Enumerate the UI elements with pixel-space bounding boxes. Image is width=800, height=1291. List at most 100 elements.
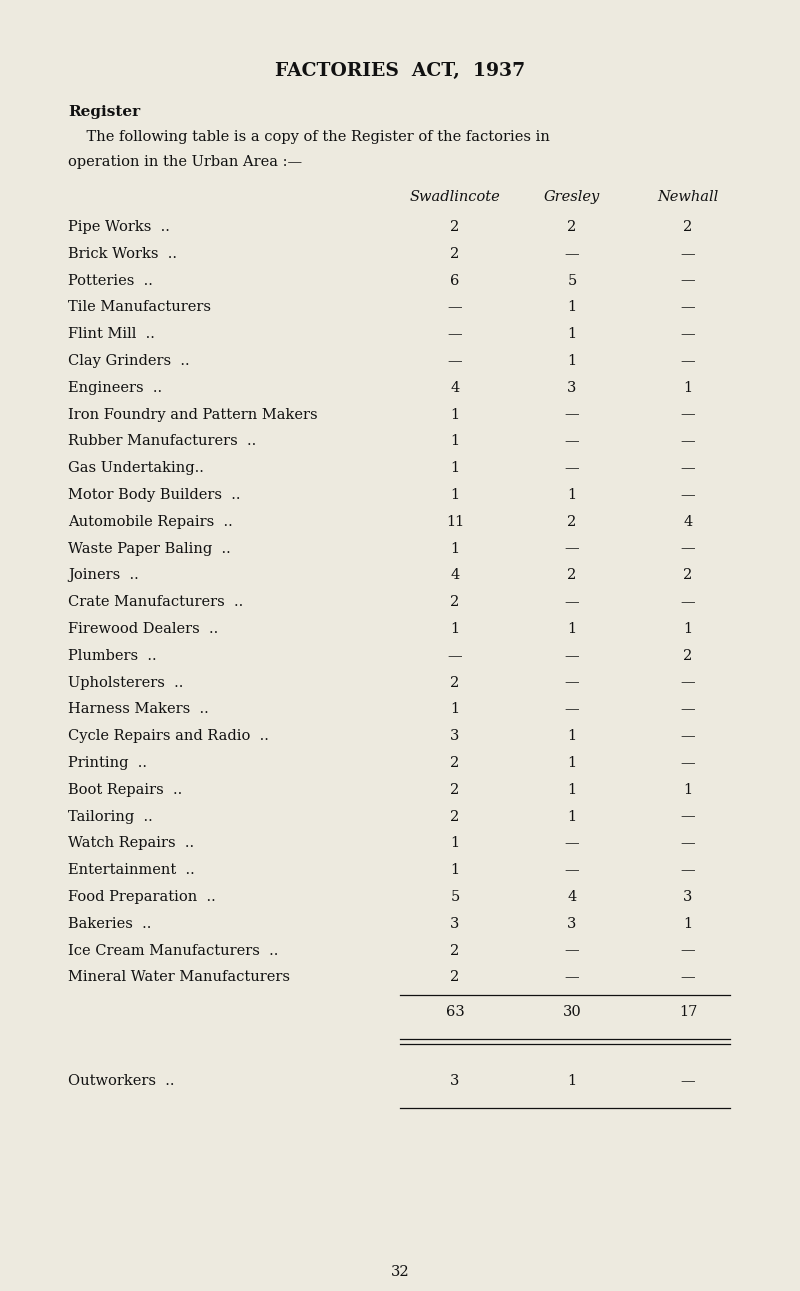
Text: 1: 1 (683, 381, 693, 395)
Text: —: — (448, 649, 462, 662)
Text: —: — (565, 702, 579, 717)
Text: 2: 2 (450, 675, 460, 689)
Text: —: — (681, 354, 695, 368)
Text: 1: 1 (450, 461, 459, 475)
Text: 1: 1 (567, 488, 577, 502)
Text: 1: 1 (567, 809, 577, 824)
Text: 4: 4 (450, 568, 460, 582)
Text: 1: 1 (567, 729, 577, 744)
Text: 1: 1 (567, 327, 577, 341)
Text: 3: 3 (450, 729, 460, 744)
Text: Outworkers  ..: Outworkers .. (68, 1074, 174, 1088)
Text: 1: 1 (567, 1074, 577, 1088)
Text: —: — (681, 809, 695, 824)
Text: 1: 1 (567, 354, 577, 368)
Text: —: — (448, 301, 462, 315)
Text: —: — (448, 327, 462, 341)
Text: 1: 1 (450, 488, 459, 502)
Text: —: — (681, 595, 695, 609)
Text: 32: 32 (390, 1265, 410, 1279)
Text: 4: 4 (567, 889, 577, 904)
Text: —: — (681, 702, 695, 717)
Text: Gas Undertaking..: Gas Undertaking.. (68, 461, 204, 475)
Text: 1: 1 (450, 434, 459, 448)
Text: 2: 2 (450, 944, 460, 958)
Text: —: — (681, 864, 695, 877)
Text: —: — (565, 408, 579, 422)
Text: 1: 1 (450, 864, 459, 877)
Text: —: — (565, 461, 579, 475)
Text: —: — (565, 675, 579, 689)
Text: Newhall: Newhall (658, 190, 718, 204)
Text: Clay Grinders  ..: Clay Grinders .. (68, 354, 190, 368)
Text: —: — (681, 301, 695, 315)
Text: Rubber Manufacturers  ..: Rubber Manufacturers .. (68, 434, 256, 448)
Text: 1: 1 (567, 622, 577, 636)
Text: —: — (681, 274, 695, 288)
Text: Motor Body Builders  ..: Motor Body Builders .. (68, 488, 241, 502)
Text: 2: 2 (450, 247, 460, 261)
Text: 63: 63 (446, 1006, 464, 1019)
Text: —: — (681, 1074, 695, 1088)
Text: 1: 1 (683, 622, 693, 636)
Text: Boot Repairs  ..: Boot Repairs .. (68, 782, 182, 797)
Text: 2: 2 (683, 219, 693, 234)
Text: 5: 5 (450, 889, 460, 904)
Text: —: — (681, 837, 695, 851)
Text: Ice Cream Manufacturers  ..: Ice Cream Manufacturers .. (68, 944, 278, 958)
Text: 2: 2 (450, 809, 460, 824)
Text: —: — (565, 971, 579, 985)
Text: 30: 30 (562, 1006, 582, 1019)
Text: Brick Works  ..: Brick Works .. (68, 247, 177, 261)
Text: —: — (565, 595, 579, 609)
Text: 5: 5 (567, 274, 577, 288)
Text: —: — (565, 944, 579, 958)
Text: —: — (681, 247, 695, 261)
Text: 2: 2 (683, 649, 693, 662)
Text: —: — (681, 675, 695, 689)
Text: 1: 1 (567, 782, 577, 797)
Text: operation in the Urban Area :—: operation in the Urban Area :— (68, 155, 302, 169)
Text: Upholsterers  ..: Upholsterers .. (68, 675, 183, 689)
Text: Crate Manufacturers  ..: Crate Manufacturers .. (68, 595, 243, 609)
Text: Potteries  ..: Potteries .. (68, 274, 153, 288)
Text: 11: 11 (446, 515, 464, 529)
Text: 2: 2 (450, 757, 460, 769)
Text: Harness Makers  ..: Harness Makers .. (68, 702, 209, 717)
Text: Cycle Repairs and Radio  ..: Cycle Repairs and Radio .. (68, 729, 269, 744)
Text: 2: 2 (683, 568, 693, 582)
Text: 1: 1 (567, 757, 577, 769)
Text: —: — (448, 354, 462, 368)
Text: —: — (565, 649, 579, 662)
Text: —: — (565, 864, 579, 877)
Text: —: — (681, 729, 695, 744)
Text: Tailoring  ..: Tailoring .. (68, 809, 153, 824)
Text: 4: 4 (683, 515, 693, 529)
Text: Entertainment  ..: Entertainment .. (68, 864, 194, 877)
Text: 1: 1 (683, 782, 693, 797)
Text: Flint Mill  ..: Flint Mill .. (68, 327, 155, 341)
Text: 2: 2 (450, 595, 460, 609)
Text: Waste Paper Baling  ..: Waste Paper Baling .. (68, 542, 230, 555)
Text: 1: 1 (450, 542, 459, 555)
Text: 6: 6 (450, 274, 460, 288)
Text: Food Preparation  ..: Food Preparation .. (68, 889, 216, 904)
Text: Gresley: Gresley (544, 190, 600, 204)
Text: Plumbers  ..: Plumbers .. (68, 649, 157, 662)
Text: Register: Register (68, 105, 140, 119)
Text: 2: 2 (450, 971, 460, 985)
Text: —: — (565, 247, 579, 261)
Text: 1: 1 (450, 622, 459, 636)
Text: —: — (681, 327, 695, 341)
Text: Swadlincote: Swadlincote (410, 190, 500, 204)
Text: —: — (681, 542, 695, 555)
Text: —: — (681, 944, 695, 958)
Text: —: — (681, 488, 695, 502)
Text: 1: 1 (450, 837, 459, 851)
Text: 3: 3 (683, 889, 693, 904)
Text: Iron Foundry and Pattern Makers: Iron Foundry and Pattern Makers (68, 408, 318, 422)
Text: —: — (565, 542, 579, 555)
Text: 3: 3 (450, 917, 460, 931)
Text: 3: 3 (567, 917, 577, 931)
Text: 17: 17 (679, 1006, 697, 1019)
